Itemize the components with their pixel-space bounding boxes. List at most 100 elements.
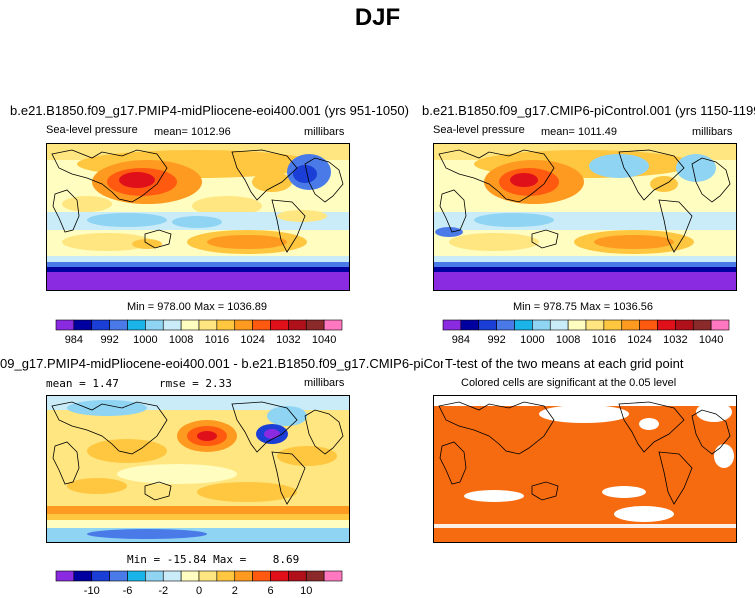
colorbar-box (55, 319, 75, 331)
panel-rmse-label: rmse = 2.33 (159, 377, 232, 390)
colorbar-box (585, 319, 605, 331)
colorbar-box (73, 319, 93, 331)
colorbar-tick-label: 1040 (699, 334, 723, 346)
colorbar-box (234, 319, 253, 331)
colorbar-box (478, 319, 497, 331)
colorbar-box (252, 570, 271, 582)
panel-stats-bottom-left: Min = -15.84 Max = 8.69 (127, 553, 300, 566)
colorbar-diff: -10 -6 -2 0 2 6 10 (55, 570, 343, 597)
colorbar-box (145, 570, 164, 582)
colorbar-box (532, 319, 551, 331)
colorbar-tick-label: -10 (84, 585, 100, 597)
colorbar-box (180, 319, 200, 331)
colorbar-box (692, 319, 712, 331)
panel-left-label: Sea-level pressure (46, 124, 138, 136)
colorbar-box (91, 570, 110, 582)
colorbar-box (55, 570, 75, 582)
colorbar-box (216, 570, 236, 582)
colorbar-box (216, 319, 236, 331)
panel-mean-label: mean= 1012.96 (154, 126, 231, 138)
colorbar-box (323, 570, 343, 582)
map-panel-top-right (433, 143, 737, 291)
colorbar-box (109, 570, 128, 582)
panel-left-label: Sea-level pressure (433, 124, 525, 136)
colorbar-tick-label: 1016 (205, 334, 229, 346)
figure-title: DJF (354, 4, 401, 31)
colorbar-box (145, 319, 164, 331)
colorbar-box (270, 319, 289, 331)
colorbar-box (460, 319, 480, 331)
colorbar-box (603, 319, 623, 331)
colorbar-box (657, 319, 676, 331)
colorbar-box (180, 570, 200, 582)
colorbar-tick-label: 1008 (169, 334, 193, 346)
colorbar-tick-label: 1008 (556, 334, 580, 346)
colorbar-tick-label: 1024 (627, 334, 651, 346)
colorbar-box (198, 319, 218, 331)
colorbar-tick-label: 1016 (592, 334, 616, 346)
colorbar-box (675, 319, 694, 331)
panel-units-label: millibars (304, 377, 345, 389)
colorbar-box (270, 570, 289, 582)
colorbar-tick-label: 1032 (276, 334, 300, 346)
panel-mean-label: mean= 1011.49 (541, 126, 617, 138)
slp-map-midpliocene (47, 144, 349, 290)
colorbar-tick-label: 1000 (133, 334, 157, 346)
panel-units-label: millibars (304, 126, 345, 138)
colorbar-tick-label: 1024 (240, 334, 264, 346)
colorbar-tick-label: -6 (123, 585, 133, 597)
colorbar-tick-label: 984 (65, 334, 83, 346)
colorbar-box (91, 319, 110, 331)
panel-stats-top-right: Min = 978.75 Max = 1036.56 (513, 301, 654, 313)
colorbar-box (127, 570, 146, 582)
colorbar-tick-label: 0 (196, 585, 202, 597)
map-panel-bottom-left (46, 395, 350, 543)
colorbar-box (496, 319, 515, 331)
colorbar-box (73, 570, 93, 582)
panel-subtitle-bottom-right: Colored cells are significant at the 0.0… (461, 377, 677, 389)
colorbar-slp-top-left: 984 992 1000 1008 1016 1024 1032 1040 (55, 319, 343, 346)
slp-difference-map (47, 396, 349, 542)
colorbar-tick-label: 6 (267, 585, 273, 597)
colorbar-slp-top-right: 984 992 1000 1008 1016 1024 1032 1040 (442, 319, 730, 346)
colorbar-box (639, 319, 658, 331)
colorbar-box (288, 570, 307, 582)
colorbar-tick-label: 992 (487, 334, 505, 346)
panel-mean-label: mean = 1.47 (46, 377, 119, 390)
colorbar-box (442, 319, 462, 331)
panel-title-bottom-right: T-test of the two means at each grid poi… (445, 356, 684, 371)
colorbar-box (305, 570, 325, 582)
colorbar-box (514, 319, 533, 331)
colorbar-box (323, 319, 343, 331)
panel-title-top-right: b.e21.B1850.f09_g17.CMIP6-piControl.001 … (422, 103, 755, 118)
colorbar-box (234, 570, 253, 582)
map-panel-top-left (46, 143, 350, 291)
colorbar-tick-label: 1040 (312, 334, 336, 346)
colorbar-tick-label: 984 (452, 334, 470, 346)
colorbar-tick-label: 1032 (663, 334, 687, 346)
slp-map-picontrol (434, 144, 736, 290)
colorbar-box (162, 319, 182, 331)
colorbar-box (710, 319, 730, 331)
panel-units-label: millibars (692, 126, 733, 138)
colorbar-box (198, 570, 218, 582)
colorbar-tick-label: 2 (232, 585, 238, 597)
t-test-significance-map (434, 396, 736, 542)
colorbar-tick-label: 992 (100, 334, 118, 346)
colorbar-box (109, 319, 128, 331)
colorbar-tick-label: 1000 (520, 334, 544, 346)
panel-stats-top-left: Min = 978.00 Max = 1036.89 (127, 301, 268, 313)
map-panel-bottom-right (433, 395, 737, 543)
colorbar-box (549, 319, 569, 331)
colorbar-box (621, 319, 640, 331)
colorbar-box (567, 319, 587, 331)
colorbar-box (288, 319, 307, 331)
colorbar-tick-label: 10 (300, 585, 312, 597)
colorbar-box (252, 319, 271, 331)
panel-title-bottom-left: 09_g17.PMIP4-midPliocene-eoi400.001 - b.… (0, 356, 443, 371)
colorbar-box (127, 319, 146, 331)
colorbar-box (305, 319, 325, 331)
colorbar-tick-label: -2 (158, 585, 168, 597)
colorbar-box (162, 570, 182, 582)
panel-title-top-left: b.e21.B1850.f09_g17.PMIP4-midPliocene-eo… (10, 103, 409, 118)
